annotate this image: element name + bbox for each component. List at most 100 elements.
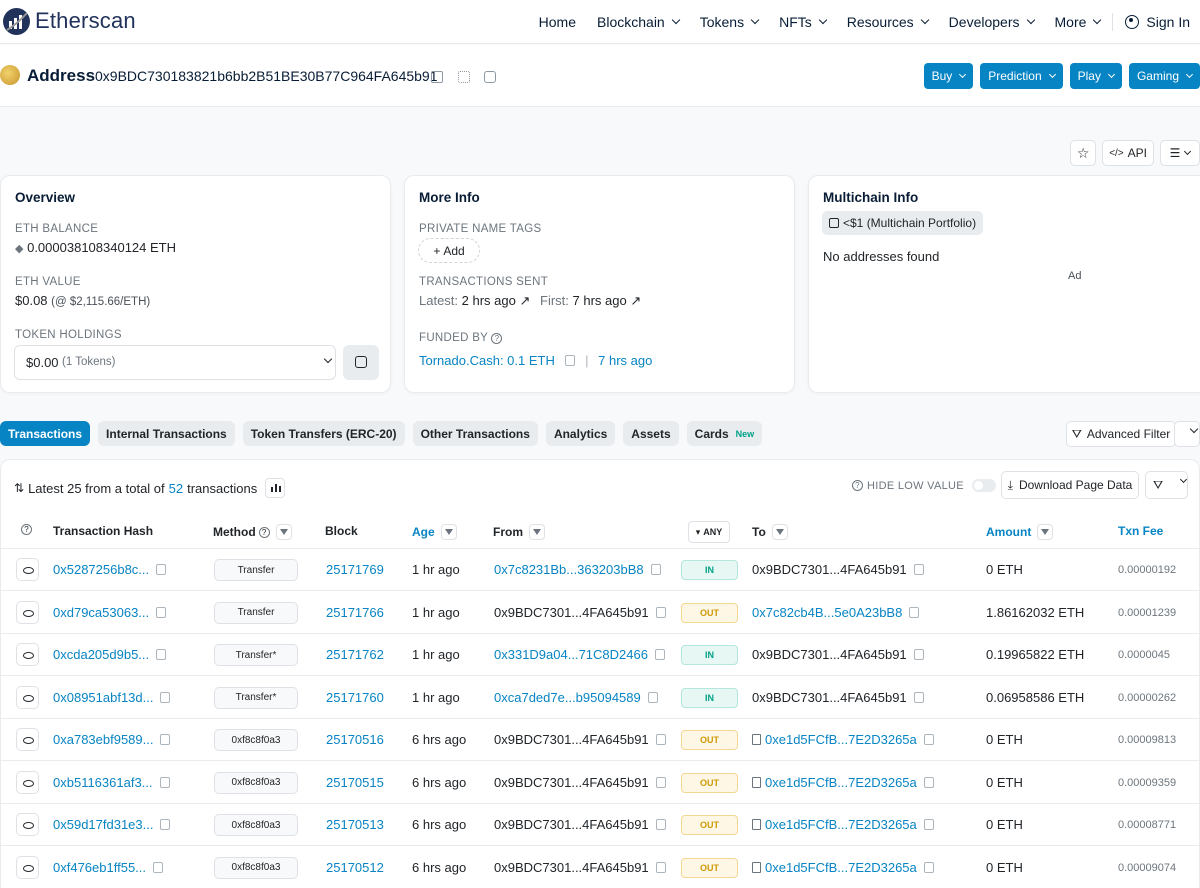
advanced-filter-button[interactable]: ⛛ Advanced Filter — [1066, 421, 1176, 447]
hide-low-value-toggle[interactable] — [971, 479, 996, 492]
from-address-link[interactable]: 0x331D9a04...71C8D2466 — [494, 647, 648, 662]
filter-icon[interactable] — [440, 524, 457, 540]
to-address-link[interactable]: 0x7c82cb4B...5e0A23bB8 — [752, 604, 903, 620]
eye-icon[interactable] — [16, 855, 39, 879]
question-icon[interactable]: ? — [852, 480, 863, 491]
copy-icon[interactable] — [647, 691, 658, 703]
copy-icon[interactable] — [655, 819, 666, 830]
nav-tokens[interactable]: Tokens — [700, 14, 760, 30]
block-link[interactable]: 25171760 — [326, 689, 384, 705]
question-icon[interactable]: ? — [21, 524, 32, 535]
nav-nfts[interactable]: NFTs — [779, 14, 827, 30]
column-age-label[interactable]: Age — [412, 525, 435, 539]
arrow-up-right-icon[interactable]: ↗ — [519, 293, 531, 308]
question-icon[interactable]: ? — [258, 526, 270, 538]
tx-hash-link[interactable]: 0x5287256b8c... — [53, 562, 150, 577]
question-icon[interactable]: ? — [491, 333, 503, 344]
copy-icon[interactable] — [923, 734, 934, 745]
copy-icon[interactable] — [159, 776, 170, 788]
block-link[interactable]: 25170515 — [326, 774, 384, 790]
copy-icon[interactable] — [655, 776, 666, 788]
tab-other-transactions[interactable]: Other Transactions — [412, 421, 538, 446]
nav-resources[interactable]: Resources — [847, 14, 929, 30]
copy-icon[interactable] — [156, 649, 167, 660]
tab-token-transfers[interactable]: Token Transfers (ERC-20) — [242, 421, 405, 446]
copy-icon[interactable] — [923, 861, 934, 873]
buy-button[interactable]: Buy — [923, 63, 974, 89]
tx-total-count[interactable]: 52 — [168, 480, 184, 496]
copy-icon[interactable] — [913, 691, 924, 703]
nav-blockchain[interactable]: Blockchain — [597, 14, 680, 30]
comment-icon[interactable] — [484, 71, 496, 83]
more-options-button[interactable]: ☰ — [1160, 140, 1200, 166]
tx-hash-link[interactable]: 0xa783ebf9589... — [53, 732, 154, 747]
add-private-tag-button[interactable]: + Add — [418, 238, 480, 263]
copy-icon[interactable] — [655, 861, 666, 873]
brand-logo[interactable]: Etherscan — [3, 6, 136, 36]
prediction-button[interactable]: Prediction — [980, 63, 1063, 89]
copy-icon[interactable] — [913, 649, 924, 660]
to-address-link[interactable]: 0xe1d5FCfB...7E2D3265a — [765, 774, 917, 790]
eye-icon[interactable] — [16, 558, 39, 581]
to-address-link[interactable]: 0xe1d5FCfB...7E2D3265a — [765, 859, 917, 875]
arrow-up-right-icon[interactable]: ↗ — [630, 293, 642, 308]
tx-hash-link[interactable]: 0xf476eb1ff55... — [53, 859, 147, 875]
multichain-portfolio-chip[interactable]: <$1 (Multichain Portfolio) — [822, 211, 984, 235]
tx-hash-link[interactable]: 0xd79ca53063... — [53, 604, 150, 620]
tx-hash-link[interactable]: 0x59d17fd31e3... — [53, 817, 154, 832]
copy-icon[interactable] — [654, 649, 665, 660]
wallet-button[interactable] — [343, 345, 379, 380]
eye-icon[interactable] — [16, 813, 39, 836]
copy-icon[interactable] — [913, 564, 924, 575]
play-button[interactable]: Play — [1069, 63, 1122, 89]
copy-icon[interactable] — [153, 861, 164, 873]
copy-icon[interactable] — [909, 606, 920, 618]
copy-icon[interactable] — [923, 819, 934, 830]
funded-by-link[interactable]: Tornado.Cash: 0.1 ETH — [419, 353, 555, 368]
funded-age-link[interactable]: 7 hrs ago — [598, 353, 653, 368]
copy-icon[interactable] — [655, 606, 666, 618]
copy-icon[interactable] — [650, 564, 661, 575]
block-link[interactable]: 25170513 — [326, 817, 384, 832]
filter-icon[interactable] — [529, 524, 545, 540]
chart-icon[interactable] — [265, 478, 286, 498]
eye-icon[interactable] — [16, 728, 39, 751]
column-txn-fee[interactable]: Txn Fee — [1118, 524, 1164, 538]
tab-transactions[interactable]: Transactions — [0, 421, 91, 446]
to-address-link[interactable]: 0xe1d5FCfB...7E2D3265a — [765, 817, 917, 832]
favorite-button[interactable]: ☆ — [1070, 140, 1097, 166]
eye-icon[interactable] — [16, 643, 39, 666]
tab-assets[interactable]: Assets — [623, 421, 679, 446]
nav-developers[interactable]: Developers — [949, 14, 1035, 30]
copy-icon[interactable] — [565, 355, 576, 366]
tx-hash-link[interactable]: 0xcda205d9b5... — [53, 647, 150, 662]
filter-icon[interactable] — [771, 524, 788, 540]
table-filter-button[interactable]: ⛛ — [1145, 471, 1188, 499]
filter-icon[interactable] — [275, 524, 292, 540]
from-address-link[interactable]: 0xca7ded7e...b95094589 — [494, 689, 641, 705]
eye-icon[interactable] — [16, 685, 39, 709]
eye-icon[interactable] — [16, 770, 39, 794]
from-address-link[interactable]: 0x7c8231Bb...363203bB8 — [494, 562, 644, 577]
advanced-filter-dropdown[interactable] — [1174, 421, 1200, 447]
copy-icon[interactable] — [160, 691, 171, 703]
block-link[interactable]: 25171766 — [326, 604, 384, 620]
block-link[interactable]: 25170516 — [326, 732, 384, 747]
copy-icon[interactable] — [923, 776, 934, 788]
eye-icon[interactable] — [16, 600, 39, 624]
column-amount-label[interactable]: Amount — [986, 525, 1032, 539]
filter-icon[interactable] — [1037, 524, 1054, 540]
tab-analytics[interactable]: Analytics — [545, 421, 616, 446]
block-link[interactable]: 25171769 — [326, 562, 384, 577]
api-button[interactable]: </> API — [1102, 140, 1154, 166]
qr-code-icon[interactable] — [458, 71, 470, 83]
download-page-data-button[interactable]: ⤓ Download Page Data — [1001, 471, 1139, 499]
block-link[interactable]: 25170512 — [326, 859, 384, 875]
tab-internal-transactions[interactable]: Internal Transactions — [98, 421, 235, 446]
copy-icon[interactable] — [156, 606, 167, 618]
direction-filter[interactable]: ▾ ANY — [688, 521, 730, 543]
to-address-link[interactable]: 0xe1d5FCfB...7E2D3265a — [765, 732, 917, 747]
tab-cards[interactable]: Cards New — [686, 421, 763, 446]
nav-home[interactable]: Home — [539, 14, 576, 30]
copy-icon[interactable] — [156, 564, 167, 575]
